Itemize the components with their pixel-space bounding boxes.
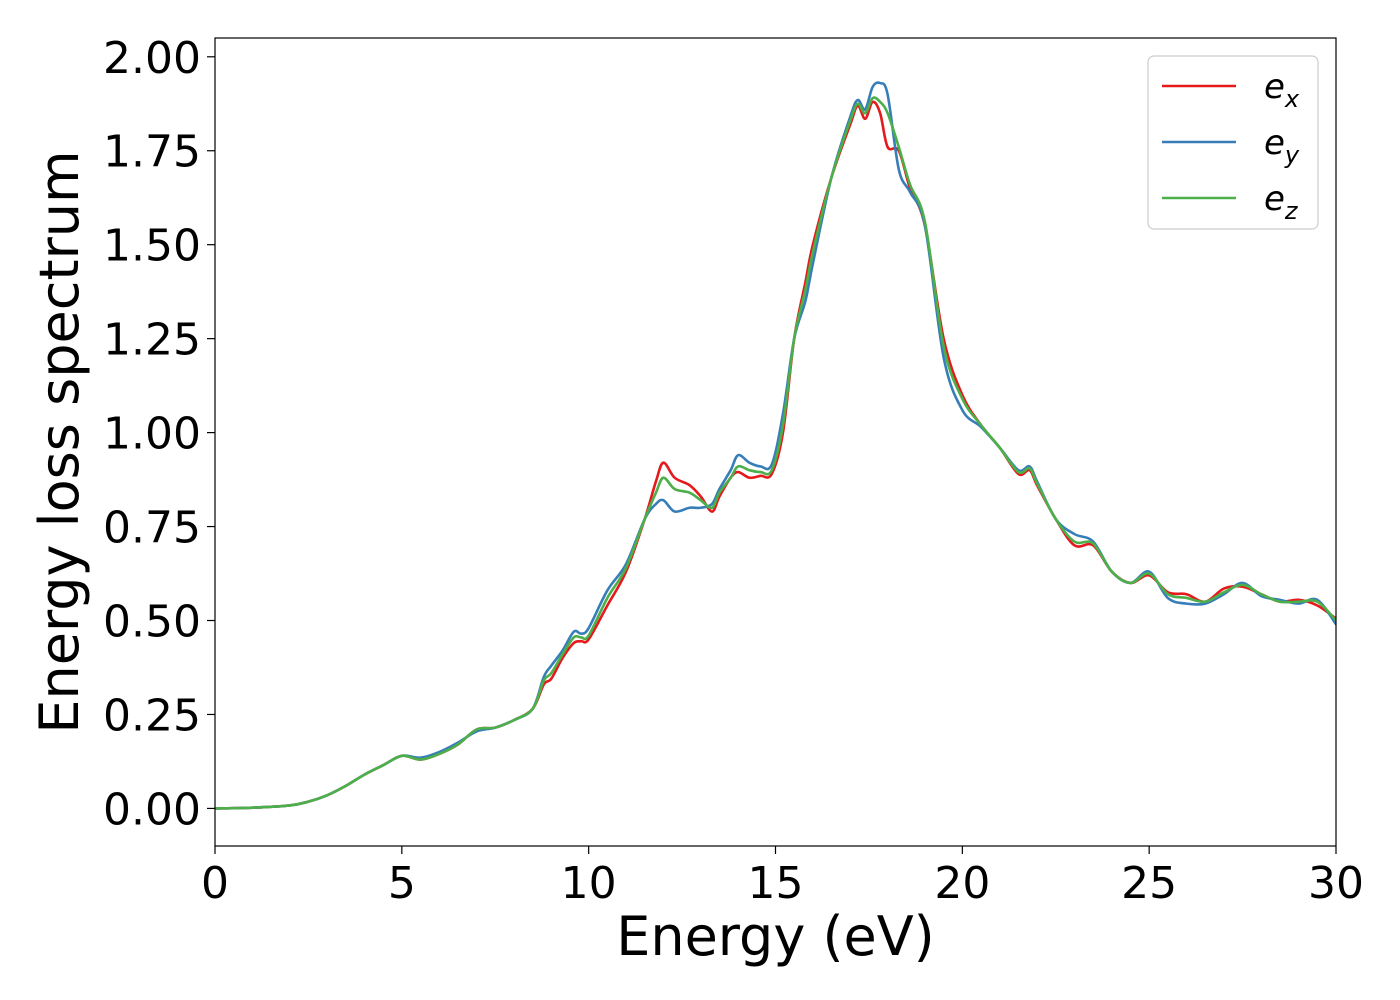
y-tick-label: 1.50 (103, 221, 201, 272)
y-tick-label: 0.00 (103, 784, 201, 835)
x-tick-label: 10 (561, 858, 617, 909)
y-axis-ticks: 0.00 0.25 0.50 0.75 1.00 1.25 1.50 1.75 2.00 (103, 33, 215, 835)
x-axis-title: Energy (eV) (616, 905, 935, 968)
y-tick-label: 1.75 (103, 127, 201, 178)
y-tick-label: 0.50 (103, 597, 201, 648)
legend-label-ey: ey (1264, 123, 1300, 169)
x-tick-label: 20 (934, 858, 990, 909)
legend-label-ex: ex (1264, 67, 1300, 113)
x-tick-label: 0 (201, 858, 229, 909)
y-tick-label: 0.75 (103, 503, 201, 554)
x-axis-ticks: 0 5 10 15 20 25 30 (201, 846, 1364, 909)
x-tick-label: 15 (748, 858, 804, 909)
series-line-ez (215, 96, 1336, 810)
x-tick-label: 5 (388, 858, 416, 909)
y-tick-label: 1.25 (103, 315, 201, 366)
y-tick-label: 1.00 (103, 409, 201, 460)
y-tick-label: 2.00 (103, 33, 201, 84)
y-axis-title: Energy loss spectrum (28, 150, 91, 733)
x-tick-label: 30 (1308, 858, 1364, 909)
legend-label-ez: ez (1264, 179, 1299, 225)
x-tick-label: 25 (1121, 858, 1177, 909)
y-tick-label: 0.25 (103, 690, 201, 741)
series-layer (215, 81, 1336, 810)
legend: ex ey ez (1147, 55, 1319, 230)
